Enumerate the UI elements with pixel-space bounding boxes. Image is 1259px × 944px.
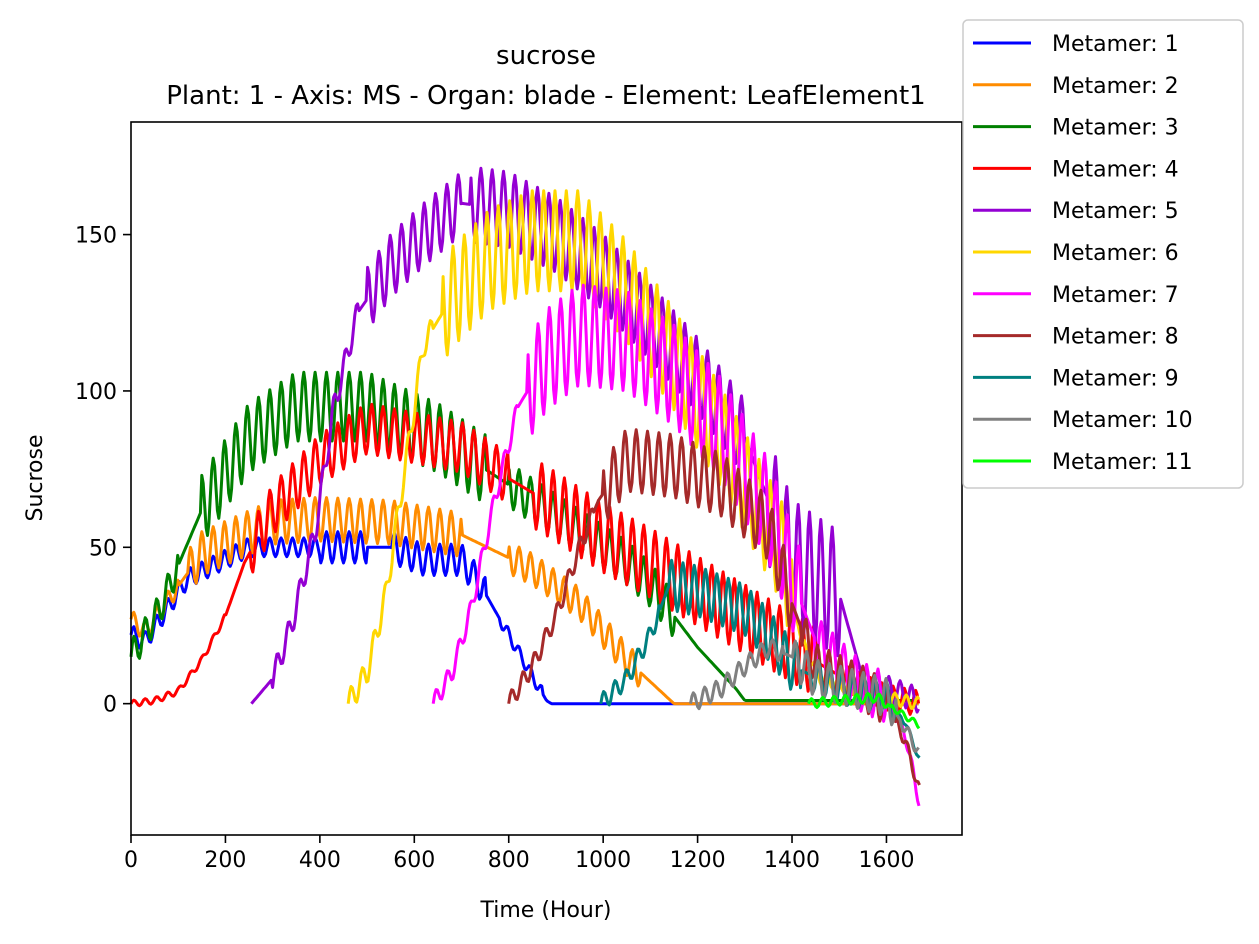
legend-label: Metamer: 6 xyxy=(1052,241,1179,266)
x-axis-ticks: 0 200 400 600 800 1000 1200 1400 1600 xyxy=(124,835,914,873)
series-line-10 xyxy=(689,638,920,753)
x-tick-label: 1200 xyxy=(670,848,726,873)
legend-label: Metamer: 7 xyxy=(1052,283,1179,308)
legend-label: Metamer: 4 xyxy=(1052,157,1179,182)
x-tick-label: 200 xyxy=(204,848,246,873)
x-axis-label: Time (Hour) xyxy=(480,898,612,923)
series-line-7 xyxy=(431,283,921,807)
series-lines xyxy=(129,166,921,807)
legend-label: Metamer: 1 xyxy=(1052,32,1179,57)
legend-label: Metamer: 8 xyxy=(1052,325,1179,350)
legend: Metamer: 1 Metamer: 2 Metamer: 3 Metamer: 4… xyxy=(962,19,1244,489)
legend-label: Metamer: 9 xyxy=(1052,366,1179,391)
legend-label: Metamer: 5 xyxy=(1052,199,1179,224)
legend-label: Metamer: 2 xyxy=(1052,74,1179,99)
x-tick-label: 600 xyxy=(393,848,435,873)
x-tick-label: 800 xyxy=(488,848,530,873)
y-tick-label: 50 xyxy=(89,536,117,561)
y-tick-label: 100 xyxy=(75,380,117,405)
chart-title: sucrose xyxy=(496,41,596,71)
series-line-8 xyxy=(507,428,921,786)
plot-frame xyxy=(130,121,963,836)
chart-subtitle: Plant: 1 - Axis: MS - Organ: blade - Ele… xyxy=(166,81,925,111)
x-tick-label: 1000 xyxy=(575,848,631,873)
legend-label: Metamer: 3 xyxy=(1052,116,1179,141)
series-line-11 xyxy=(807,692,921,730)
series-line-3 xyxy=(129,370,919,702)
legend-label: Metamer: 11 xyxy=(1052,450,1193,475)
legend-box xyxy=(962,19,1244,489)
y-tick-label: 150 xyxy=(75,224,117,249)
y-tick-label: 0 xyxy=(103,693,117,718)
legend-label: Metamer: 10 xyxy=(1052,408,1193,433)
y-axis-ticks: 0 50 100 150 xyxy=(75,224,131,718)
x-tick-label: 1600 xyxy=(858,848,914,873)
x-tick-label: 400 xyxy=(299,848,341,873)
x-tick-label: 1400 xyxy=(764,848,820,873)
x-tick-label: 0 xyxy=(124,848,138,873)
y-axis-label: Sucrose xyxy=(23,434,48,521)
